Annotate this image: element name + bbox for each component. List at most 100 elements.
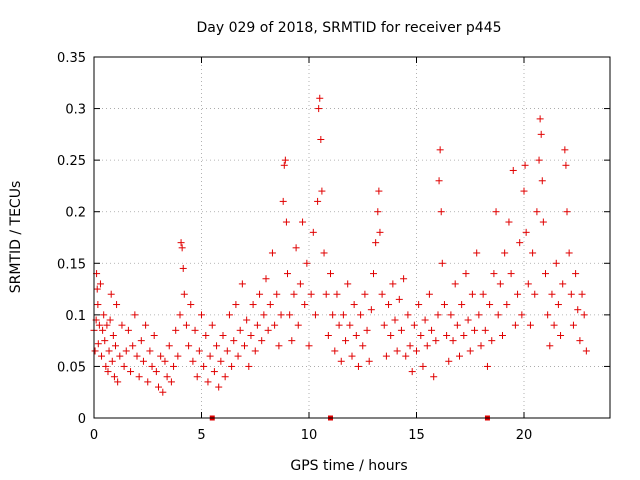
data-point [391,316,399,324]
y-tick-labels: 0 0.05 0.1 0.15 0.2 0.25 0.3 0.35 [57,51,86,427]
x-tick-label: 0 [90,428,98,443]
data-point [548,290,556,298]
data-point [206,352,214,360]
data-point [152,368,160,376]
data-point [105,347,113,355]
data-point [559,280,567,288]
data-point [554,301,562,309]
data-point [542,270,549,278]
data-point [536,115,544,123]
data-point [514,290,522,298]
data-point [185,342,193,350]
data-point [562,161,570,169]
data-point [462,270,470,278]
data-point [292,244,300,252]
data-point [266,301,274,309]
x-tick-label: 15 [408,428,425,443]
data-point [375,187,383,195]
data-point [464,316,472,324]
data-point [294,321,302,329]
data-point [406,342,414,350]
data-point [268,249,276,257]
data-point [180,290,188,298]
x-tick-label: 10 [301,428,318,443]
data-point [348,352,356,360]
data-point [471,326,479,334]
data-point [460,331,468,339]
data-point [526,321,534,329]
data-point [191,326,199,334]
data-point [509,166,517,174]
data-point [492,208,500,216]
data-point [288,337,296,345]
data-point [124,326,132,334]
data-point [335,321,343,329]
data-point [249,301,257,309]
data-point [331,347,339,355]
chart-title: Day 029 of 2018, SRMTID for receiver p44… [196,20,501,36]
data-point [574,306,582,314]
data-point [466,347,474,355]
data-point [118,321,126,329]
data-point [299,218,307,226]
data-point [511,321,519,329]
data-point [163,373,171,381]
data-point [567,290,575,298]
data-point [137,337,145,345]
data-point [468,290,476,298]
data-point [187,301,195,309]
data-point [451,280,459,288]
data-point [430,373,438,381]
data-point [217,357,225,365]
data-point [107,290,115,298]
data-point [282,218,290,226]
data-point [296,280,304,288]
data-point [516,239,524,247]
data-point [253,321,261,329]
data-point [402,352,410,360]
data-point [245,362,253,370]
data-point [286,311,294,319]
data-point [423,342,431,350]
data-point [129,342,137,350]
data-point [108,357,116,365]
data-point [531,290,539,298]
data-point [315,105,323,113]
data-point [303,259,311,267]
data-point [501,249,509,257]
data-point [91,347,99,355]
data-point [277,311,285,319]
data-point [210,368,218,376]
data-point [456,352,463,360]
data-point [346,321,354,329]
data-point [213,342,221,350]
data-point [200,362,208,370]
data-point [477,342,485,350]
data-point [563,208,571,216]
data-point [580,311,588,319]
data-point [219,331,227,339]
data-point [311,311,319,319]
data-point [561,146,569,154]
data-point [524,280,532,288]
data-point [333,290,341,298]
data-point [434,311,442,319]
data-point [350,301,358,309]
data-point [582,347,590,355]
data-point [146,347,154,355]
ticks-layer [93,56,610,419]
data-point [322,290,330,298]
data-point [475,311,483,319]
y-tick-label: 0.25 [57,154,86,169]
data-point [290,290,298,298]
data-point [357,311,365,319]
data-point [410,321,418,329]
data-point [225,311,233,319]
data-point [337,357,345,365]
data-point [393,347,401,355]
data-point [324,331,332,339]
data-point [473,249,481,257]
data-point [421,316,429,324]
data-point [228,362,236,370]
